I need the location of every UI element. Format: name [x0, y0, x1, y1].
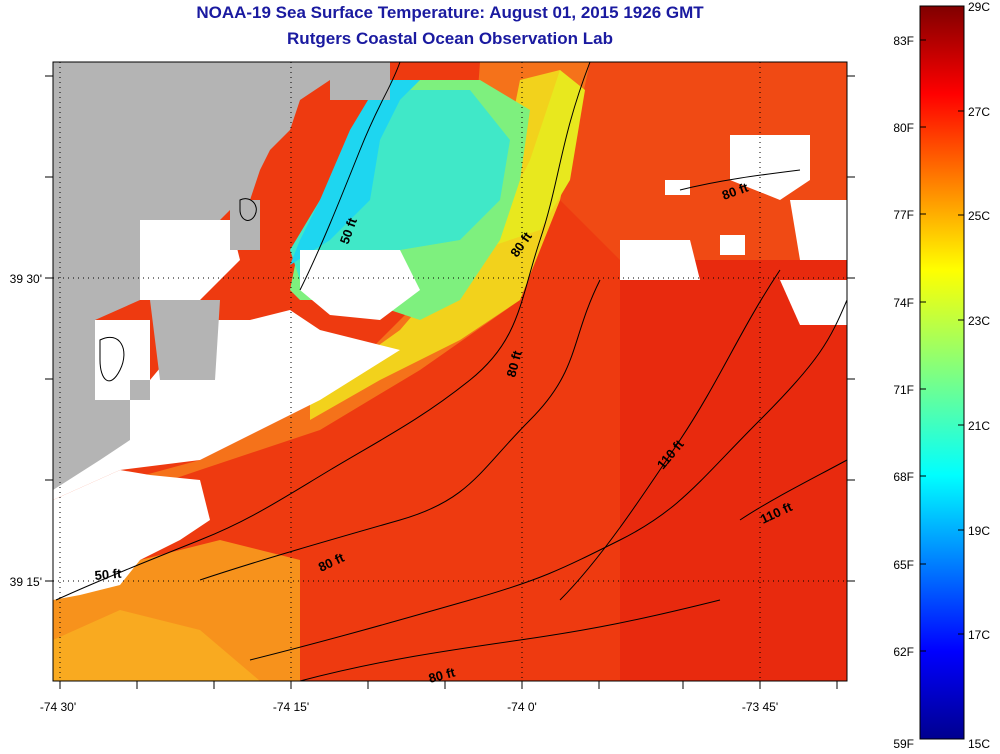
colorbar-c-label: 23C [968, 314, 990, 328]
contour-label: 80 ft [427, 664, 457, 686]
colorbar-f-label: 65F [893, 558, 914, 572]
map-frame [52, 61, 848, 682]
colorbar-f-label: 68F [893, 470, 914, 484]
colorbar-c-label: 29C [968, 0, 990, 14]
colorbar-c-label: 17C [968, 628, 990, 642]
chart-subtitle: Rutgers Coastal Ocean Observation Lab [287, 29, 613, 48]
colorbar-f-label: 62F [893, 645, 914, 659]
lon-tick-label: -74 30' [40, 700, 76, 714]
colorbar-f-label: 80F [893, 121, 914, 135]
colorbar-c-label: 19C [968, 524, 990, 538]
colorbar-f-label: 83F [893, 34, 914, 48]
contour-label: 50 ft [94, 566, 123, 583]
no-data-regions [53, 135, 847, 600]
contour-label: 80 ft [503, 348, 525, 378]
colorbar-c-label: 15C [968, 737, 990, 751]
colorbar-c-label: 25C [968, 209, 990, 223]
graticule [53, 62, 847, 681]
colorbar-f-label: 74F [893, 296, 914, 310]
land-area [53, 62, 390, 490]
sst-map: -74 30' -74 15' -74 0' -73 45' 39 30' 39… [10, 61, 855, 714]
bathymetry-contours [55, 61, 848, 682]
lon-tick-label: -74 15' [273, 700, 309, 714]
colorbar-f-label: 71F [893, 383, 914, 397]
lat-tick-label: 39 30' [10, 272, 42, 286]
chart-title: NOAA-19 Sea Surface Temperature: August … [196, 3, 704, 22]
colorbar-gradient [919, 5, 965, 740]
colorbar-f-label: 59F [893, 737, 914, 751]
lon-tick-label: -73 45' [742, 700, 778, 714]
colorbar-c-label: 21C [968, 419, 990, 433]
lon-tick-label: -74 0' [507, 700, 537, 714]
frame-ticks [45, 75, 855, 689]
colorbar-c-label: 27C [968, 105, 990, 119]
lat-tick-label: 39 15' [10, 575, 42, 589]
colorbar-ticks [920, 39, 964, 652]
colorbar-f-label: 77F [893, 208, 914, 222]
